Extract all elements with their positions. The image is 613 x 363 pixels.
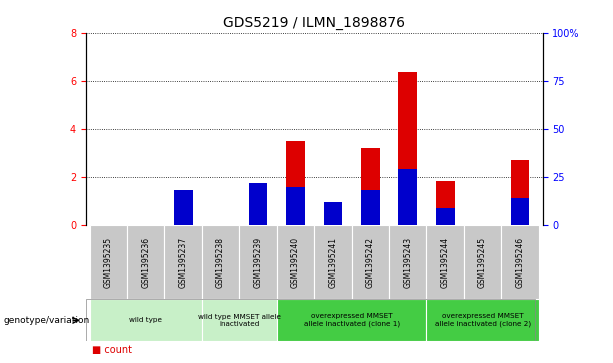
Bar [164,225,202,299]
Text: GSM1395239: GSM1395239 [254,237,262,288]
Text: GSM1395235: GSM1395235 [104,237,113,288]
Text: wild type: wild type [129,317,162,323]
Text: GSM1395236: GSM1395236 [141,237,150,288]
Text: GSM1395242: GSM1395242 [366,237,375,288]
Bar [202,225,239,299]
Text: GSM1395246: GSM1395246 [516,237,525,288]
Bar [174,191,192,225]
Bar [436,180,454,225]
Text: GSM1395241: GSM1395241 [329,237,337,288]
Text: genotype/variation: genotype/variation [3,316,89,325]
Text: overexpressed MMSET
allele inactivated (clone 2): overexpressed MMSET allele inactivated (… [435,313,531,327]
Bar [127,225,164,299]
Bar [398,169,417,225]
Bar [361,191,379,225]
Bar [89,225,127,299]
Bar [239,225,276,299]
Text: GSM1395238: GSM1395238 [216,237,225,288]
Bar [249,183,267,225]
Bar [511,160,530,225]
Text: overexpressed MMSET
allele inactivated (clone 1): overexpressed MMSET allele inactivated (… [303,313,400,327]
Bar [249,211,267,225]
Bar [361,148,379,225]
Bar [276,299,427,341]
Title: GDS5219 / ILMN_1898876: GDS5219 / ILMN_1898876 [223,16,405,30]
Bar [352,225,389,299]
Bar [286,141,305,225]
Bar [286,187,305,225]
Text: ■ count: ■ count [92,345,132,355]
Text: GSM1395237: GSM1395237 [178,237,188,288]
Bar [314,225,352,299]
Bar [202,299,276,341]
Text: wild type MMSET allele
inactivated: wild type MMSET allele inactivated [198,314,281,327]
Bar [276,225,314,299]
Text: GSM1395244: GSM1395244 [441,237,450,288]
Text: GSM1395245: GSM1395245 [478,237,487,288]
Bar [501,225,539,299]
Bar [398,72,417,225]
Bar [427,299,539,341]
Bar [324,214,342,225]
Text: GSM1395240: GSM1395240 [291,237,300,288]
Bar [511,198,530,225]
Text: GSM1395243: GSM1395243 [403,237,413,288]
Bar [427,225,464,299]
Bar [324,202,342,225]
Bar [389,225,427,299]
Bar [464,225,501,299]
Bar [436,208,454,225]
Bar [89,299,202,341]
